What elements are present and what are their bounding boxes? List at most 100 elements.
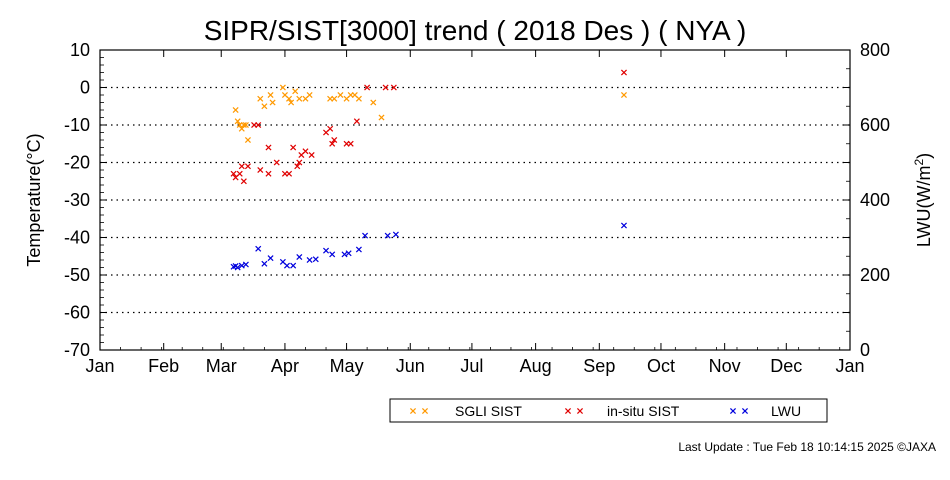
data-point [382, 84, 389, 91]
data-point [267, 255, 274, 262]
data-point [255, 121, 262, 129]
data-point [286, 170, 293, 177]
x-tick-label: Aug [520, 356, 552, 376]
plot-frame [99, 49, 851, 351]
legend-label: SGLI SIST [455, 403, 522, 419]
data-point [261, 260, 268, 267]
data-point [255, 245, 262, 252]
legend: SGLI SIST in-situ SIST LWU [389, 398, 828, 423]
x-tick-label: Jul [460, 356, 483, 376]
data-point [290, 262, 297, 269]
data-point [267, 91, 274, 99]
y-axis-ticks: 10 0 -10 -20 -30 -40 -50 -60 -70 [64, 40, 850, 360]
x-tick-label: Jan [835, 356, 864, 376]
legend-items: SGLI SIST in-situ SIST LWU [409, 403, 801, 419]
data-point [257, 95, 264, 102]
x-tick-label: Sep [583, 356, 615, 376]
data-point [232, 106, 239, 114]
data-point [341, 251, 348, 258]
data-point [292, 88, 299, 95]
data-point [409, 407, 417, 415]
y-tick-label: -20 [64, 153, 90, 173]
data-point [240, 121, 247, 129]
y2-tick-label: 200 [860, 265, 890, 285]
x-tick-label: Dec [770, 356, 802, 376]
y2-axis-ticks: 800 600 400 200 0 [846, 40, 890, 360]
data-point [288, 99, 295, 106]
y2-tick-label: 600 [860, 115, 890, 135]
y-tick-label: -50 [64, 265, 90, 285]
data-point [308, 151, 315, 159]
data-point [392, 231, 399, 238]
data-point [355, 95, 362, 102]
legend-label: in-situ SIST [607, 403, 680, 419]
data-point [312, 256, 319, 263]
data-point [362, 232, 369, 239]
y2-tick-label: 400 [860, 190, 890, 210]
data-point [265, 170, 272, 177]
last-update-text: Last Update : Tue Feb 18 10:14:15 2025 ©… [678, 440, 936, 454]
x-tick-label: Jan [85, 356, 114, 376]
data-point [331, 136, 338, 144]
y-tick-label: -70 [64, 340, 90, 360]
y-axis-label: Temperature(°C) [24, 133, 44, 266]
data-point [345, 250, 352, 257]
data-point [620, 222, 627, 229]
data-point [370, 99, 377, 106]
x-tick-label: Apr [271, 356, 299, 376]
data-point [234, 118, 241, 125]
x-tick-label: Feb [148, 356, 179, 376]
data-point [347, 140, 354, 147]
data-point [390, 84, 397, 91]
data-point [353, 118, 360, 125]
data-point [261, 103, 268, 110]
data-point [238, 163, 245, 170]
x-axis-ticks: Jan Feb Mar Apr May Jun Jul Aug Sep Oct Nov Dec Jan [85, 50, 865, 376]
y-tick-label: 10 [70, 40, 90, 60]
data-point [290, 144, 297, 151]
data-point [384, 232, 391, 239]
x-tick-label: Nov [709, 356, 741, 376]
x-tick-label: Mar [206, 356, 237, 376]
y2-tick-label: 800 [860, 40, 890, 60]
data-point [576, 407, 584, 415]
data-point [620, 91, 627, 99]
data-point [329, 140, 336, 147]
data-point [242, 121, 249, 129]
data-point [337, 91, 344, 99]
legend-box [389, 398, 828, 423]
legend-label: LWU [771, 403, 801, 419]
data-point [286, 95, 293, 102]
data-point [269, 99, 276, 106]
x-tick-label: Oct [647, 356, 675, 376]
data-point [620, 69, 627, 76]
data-point [306, 91, 313, 99]
data-point [230, 170, 237, 177]
data-point [302, 148, 309, 155]
data-point [236, 170, 243, 177]
data-points [230, 69, 627, 271]
data-point [329, 251, 336, 258]
data-point [327, 125, 334, 132]
y2-axis-label: LWU(W/m2) [912, 153, 934, 247]
data-point [279, 84, 286, 91]
data-point [355, 246, 362, 253]
chart-title: SIPR/SIST[3000] trend ( 2018 Des ) ( NYA… [204, 15, 747, 46]
data-point [273, 159, 280, 166]
data-point [729, 407, 737, 415]
y-tick-label: 0 [80, 78, 90, 98]
y2-tick-label: 0 [860, 340, 870, 360]
data-point [257, 166, 264, 174]
x-tick-label: May [330, 356, 364, 376]
data-point [323, 247, 330, 254]
data-point [234, 264, 241, 271]
y-tick-label: -60 [64, 303, 90, 323]
y-tick-label: -10 [64, 115, 90, 135]
data-point [294, 163, 301, 170]
data-point [331, 95, 338, 102]
y-tick-label: -30 [64, 190, 90, 210]
data-point [240, 178, 247, 185]
data-point [378, 114, 385, 121]
data-point [242, 261, 249, 268]
